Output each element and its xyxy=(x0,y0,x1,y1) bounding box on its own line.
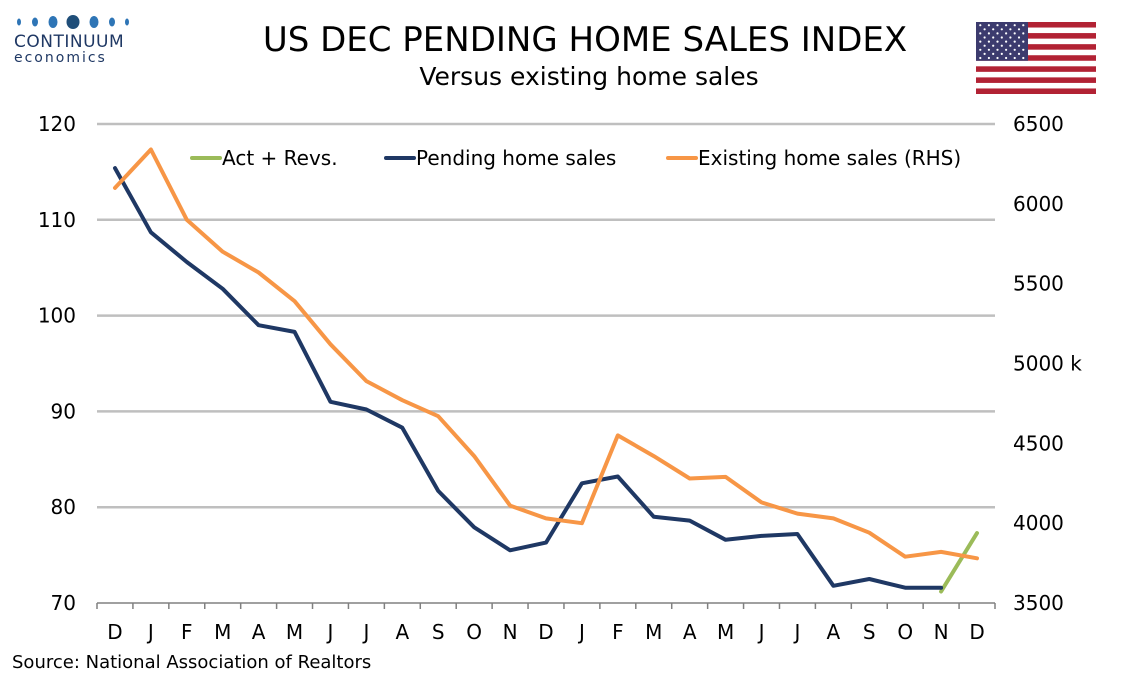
flag-stripe xyxy=(976,44,1096,50)
x-tick-label: S xyxy=(863,620,876,644)
right-tick-label: 4000 xyxy=(1013,511,1064,535)
left-tick-label: 80 xyxy=(51,495,76,519)
x-tick-label: A xyxy=(252,620,266,644)
logo-subtitle: economics xyxy=(14,50,107,66)
right-tick-label: 6500 xyxy=(1013,112,1064,136)
logo-dots-icon xyxy=(17,15,129,29)
left-tick-label: 90 xyxy=(51,399,76,423)
left-tick-label: 70 xyxy=(51,591,76,615)
x-tick-label: M xyxy=(286,620,303,644)
x-tick-label: J xyxy=(792,620,800,644)
x-tick-label: A xyxy=(395,620,409,644)
x-tick-label: S xyxy=(432,620,445,644)
x-tick-label: J xyxy=(146,620,154,644)
series-line-0 xyxy=(939,531,979,594)
x-tick-label: M xyxy=(645,620,662,644)
series-line-2 xyxy=(113,147,979,561)
x-tick-label: N xyxy=(934,620,949,644)
left-tick-label: 110 xyxy=(38,208,76,232)
x-tick-label: J xyxy=(361,620,369,644)
logo-brand: CONTINUUM xyxy=(14,32,125,52)
x-tick-label: O xyxy=(466,620,482,644)
left-tick-label: 100 xyxy=(38,304,76,328)
left-tick-label: 120 xyxy=(38,112,76,136)
legend-label: Pending home sales xyxy=(416,146,616,170)
x-tick-label: F xyxy=(181,620,193,644)
x-tick-label: M xyxy=(214,620,231,644)
series-line-1 xyxy=(113,166,944,590)
x-tick-label: A xyxy=(827,620,841,644)
flag-stripe xyxy=(976,22,1096,28)
x-tick-label: J xyxy=(757,620,765,644)
us-flag-icon xyxy=(976,22,1096,94)
source-note: Source: National Association of Realtors xyxy=(12,652,372,673)
flag-stripe xyxy=(976,88,1096,94)
right-tick-label: 6000 xyxy=(1013,192,1064,216)
legend-label: Existing home sales (RHS) xyxy=(698,146,961,170)
legend-label: Act + Revs. xyxy=(222,146,338,170)
chart-subtitle: Versus existing home sales xyxy=(419,62,759,91)
x-tick-label: J xyxy=(326,620,334,644)
flag-stripe xyxy=(976,77,1096,83)
flag-stripe xyxy=(976,66,1096,72)
x-tick-label: J xyxy=(577,620,585,644)
x-tick-label: M xyxy=(717,620,734,644)
flag-stripe xyxy=(976,55,1096,61)
right-tick-label: 5000 k xyxy=(1013,352,1082,376)
chart-title: US DEC PENDING HOME SALES INDEX xyxy=(262,20,908,60)
flag-stripe xyxy=(976,33,1096,39)
x-tick-label: A xyxy=(683,620,697,644)
right-tick-label: 3500 xyxy=(1013,591,1064,615)
x-tick-label: N xyxy=(503,620,518,644)
right-tick-label: 5500 xyxy=(1013,272,1064,296)
x-tick-label: D xyxy=(107,620,122,644)
x-tick-label: D xyxy=(969,620,984,644)
x-tick-label: O xyxy=(897,620,913,644)
x-tick-label: F xyxy=(612,620,624,644)
continuum-logo: CONTINUUM economics xyxy=(14,14,134,66)
right-tick-label: 4500 xyxy=(1013,431,1064,455)
x-tick-label: D xyxy=(538,620,553,644)
